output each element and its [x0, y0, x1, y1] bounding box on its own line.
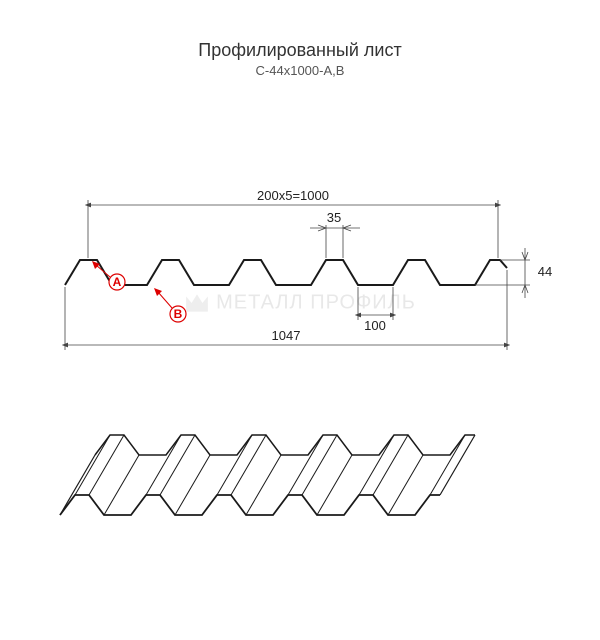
technical-drawing: 200x5=1000 35 100 44 1047: [0, 170, 600, 590]
dim-full-width: 1047: [65, 270, 507, 350]
page-subtitle: С-44х1000-А,В: [0, 63, 600, 78]
dim-height: 44: [475, 248, 552, 298]
page-title: Профилированный лист: [0, 40, 600, 61]
isometric-view: [60, 435, 475, 515]
cross-section: [65, 260, 507, 285]
marker-b: B: [154, 288, 186, 322]
svg-text:200x5=1000: 200x5=1000: [257, 188, 329, 203]
svg-text:A: A: [113, 275, 122, 289]
svg-text:1047: 1047: [272, 328, 301, 343]
svg-text:100: 100: [364, 318, 386, 333]
dim-top-width: 200x5=1000: [88, 188, 498, 258]
svg-text:B: B: [174, 307, 183, 321]
svg-text:35: 35: [327, 210, 341, 225]
svg-text:44: 44: [538, 264, 552, 279]
dim-top-flat: 35: [310, 210, 360, 258]
dim-bottom-flat: 100: [358, 287, 393, 333]
marker-a: A: [92, 261, 125, 290]
